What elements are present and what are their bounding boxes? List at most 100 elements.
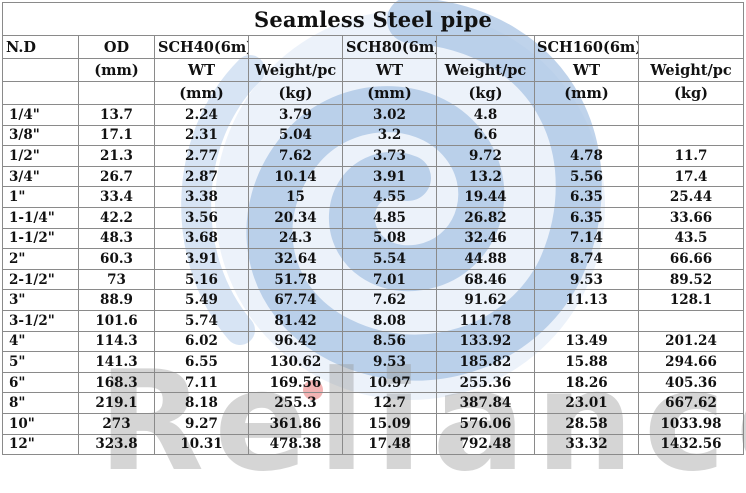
value-cell: 3.38 [154, 186, 249, 208]
value-cell: 48.3 [78, 227, 155, 250]
header-cell: (mm) [534, 81, 639, 105]
value-cell: 168.3 [78, 371, 155, 394]
header-cell [637, 35, 745, 59]
value-cell: 130.62 [248, 351, 343, 373]
value-cell: 13.2 [436, 165, 535, 188]
value-cell: 13.7 [78, 104, 155, 126]
value-cell: 576.06 [436, 412, 535, 435]
value-cell: 23.01 [534, 392, 639, 414]
value-cell: 20.34 [248, 206, 343, 229]
value-cell: 3.02 [342, 104, 437, 126]
value-cell [637, 309, 745, 332]
value-cell: 5.54 [342, 248, 437, 270]
nominal-size-cell: 1/4" [2, 104, 79, 126]
value-cell: 68.46 [436, 268, 535, 291]
value-cell: 15.88 [534, 351, 639, 373]
header-cell: (kg) [637, 81, 745, 105]
header-row3: (mm) (kg) (mm) (kg) (mm) (kg) [2, 81, 745, 105]
pipe-spec-table: Seamless Steel pipe N.D OD SCH40(6m) SCH80(… [1, 2, 745, 456]
value-cell: 4.78 [534, 145, 639, 167]
value-cell: 33.4 [78, 186, 155, 208]
value-cell: 32.64 [248, 248, 343, 270]
header-cell: N.D [2, 35, 79, 59]
value-cell: 24.3 [248, 227, 343, 250]
value-cell: 17.48 [342, 433, 437, 456]
value-cell: 2.31 [154, 124, 249, 147]
nominal-size-cell: 3-1/2" [2, 309, 79, 332]
value-cell: 128.1 [637, 289, 745, 311]
table-row: 1/2" 21.3 2.77 7.62 3.73 9.72 4.78 11.7 [2, 145, 745, 167]
table-row: 1/4" 13.7 2.24 3.79 3.02 4.8 [2, 104, 745, 126]
nominal-size-cell: 1-1/4" [2, 206, 79, 229]
value-cell: 9.53 [534, 268, 639, 291]
value-cell: 8.18 [154, 392, 249, 414]
table-row: 5" 141.3 6.55 130.62 9.53 185.82 15.88 294.66 [2, 351, 745, 373]
header-cell: (kg) [248, 81, 343, 105]
value-cell: 4.55 [342, 186, 437, 208]
value-cell: 33.66 [637, 206, 745, 229]
table-row: 8" 219.1 8.18 255.3 12.7 387.84 23.01 667.62 [2, 392, 745, 414]
table-row: 6" 168.3 7.11 169.56 10.97 255.36 18.26 405.36 [2, 371, 745, 394]
header-cell [2, 58, 79, 82]
header-cell: WT [154, 58, 249, 82]
header-cell: Weight/pc [436, 58, 535, 82]
value-cell [637, 104, 745, 126]
value-cell: 201.24 [637, 330, 745, 353]
header-cell: (mm) [342, 81, 437, 105]
page-title: Seamless Steel pipe [1, 2, 745, 36]
value-cell: 3.73 [342, 145, 437, 167]
value-cell: 294.66 [637, 351, 745, 373]
value-cell: 28.58 [534, 412, 639, 435]
value-cell: 3.68 [154, 227, 249, 250]
nominal-size-cell: 1" [2, 186, 79, 208]
header-cell: (mm) [78, 58, 155, 82]
value-cell: 81.42 [248, 309, 343, 332]
table-row: 12" 323.8 10.31 478.38 17.48 792.48 33.32 1432.… [2, 433, 745, 456]
value-cell: 6.35 [534, 206, 639, 229]
value-cell: 5.04 [248, 124, 343, 147]
value-cell: 8.74 [534, 248, 639, 270]
header-cell [2, 81, 79, 105]
value-cell: 10.14 [248, 165, 343, 188]
value-cell: 9.72 [436, 145, 535, 167]
value-cell: 15 [248, 186, 343, 208]
value-cell: 9.27 [154, 412, 249, 435]
value-cell: 66.66 [637, 248, 745, 270]
value-cell: 26.82 [436, 206, 535, 229]
header-cell: Weight/pc [637, 58, 745, 82]
value-cell: 21.3 [78, 145, 155, 167]
value-cell: 667.62 [637, 392, 745, 414]
nominal-size-cell: 3" [2, 289, 79, 311]
table-row: 1" 33.4 3.38 15 4.55 19.44 6.35 25.44 [2, 186, 745, 208]
value-cell: 3.91 [154, 248, 249, 270]
table-row: 1-1/4" 42.2 3.56 20.34 4.85 26.82 6.35 33.66 [2, 206, 745, 229]
value-cell: 8.56 [342, 330, 437, 353]
header-row2: (mm) WT Weight/pc WT Weight/pc WT Weight/pc [2, 58, 745, 82]
value-cell: 133.92 [436, 330, 535, 353]
table-row: 4" 114.3 6.02 96.42 8.56 133.92 13.49 201.24 [2, 330, 745, 353]
header-cell: WT [342, 58, 437, 82]
table-row: 3-1/2" 101.6 5.74 81.42 8.08 111.78 [2, 309, 745, 332]
value-cell: 2.77 [154, 145, 249, 167]
nominal-size-cell: 12" [2, 433, 79, 456]
value-cell: 2.24 [154, 104, 249, 126]
value-cell: 11.7 [637, 145, 745, 167]
value-cell: 219.1 [78, 392, 155, 414]
value-cell: 1033.98 [637, 412, 745, 435]
table-row: 2-1/2" 73 5.16 51.78 7.01 68.46 9.53 89.52 [2, 268, 745, 291]
value-cell: 255.36 [436, 371, 535, 394]
nominal-size-cell: 3/8" [2, 124, 79, 147]
value-cell: 5.56 [534, 165, 639, 188]
nominal-size-cell: 2-1/2" [2, 268, 79, 291]
value-cell: 91.62 [436, 289, 535, 311]
value-cell: 5.16 [154, 268, 249, 291]
value-cell: 15.09 [342, 412, 437, 435]
nominal-size-cell: 4" [2, 330, 79, 353]
value-cell: 792.48 [436, 433, 535, 456]
value-cell: 17.4 [637, 165, 745, 188]
nominal-size-cell: 1-1/2" [2, 227, 79, 250]
value-cell: 43.5 [637, 227, 745, 250]
value-cell: 141.3 [78, 351, 155, 373]
header-row1: N.D OD SCH40(6m) SCH80(6m) SCH160(6m) [2, 35, 745, 59]
value-cell: 111.78 [436, 309, 535, 332]
